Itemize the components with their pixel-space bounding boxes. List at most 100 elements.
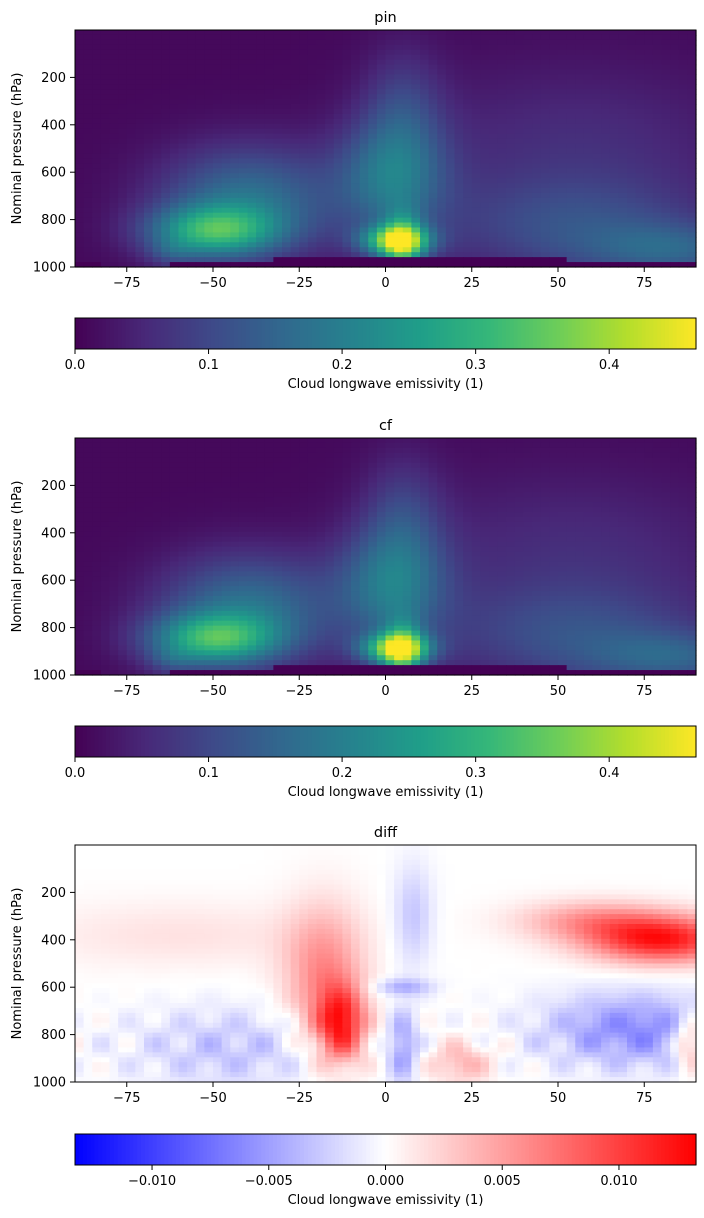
heatmap-cell bbox=[592, 104, 602, 110]
heatmap-cell bbox=[282, 163, 292, 169]
heatmap-cell bbox=[402, 148, 412, 155]
heatmap-cell bbox=[368, 232, 378, 238]
heatmap-cell bbox=[238, 128, 249, 135]
heatmap-cell bbox=[238, 74, 249, 80]
heatmap-cell bbox=[144, 94, 154, 100]
heatmap-cell bbox=[437, 74, 447, 80]
heatmap-cell bbox=[92, 487, 102, 493]
heatmap-cell bbox=[445, 222, 456, 229]
heatmap-cell bbox=[618, 188, 628, 194]
heatmap-cell bbox=[549, 492, 559, 498]
heatmap-cell bbox=[187, 517, 197, 523]
heatmap-cell bbox=[273, 173, 283, 179]
heatmap-cell bbox=[264, 442, 274, 449]
heatmap-cell bbox=[575, 482, 585, 488]
heatmap-cell bbox=[230, 64, 240, 71]
heatmap-cell bbox=[75, 183, 85, 189]
heatmap-cell bbox=[195, 442, 205, 449]
heatmap-cell bbox=[161, 118, 171, 125]
heatmap-cell bbox=[644, 163, 654, 169]
heatmap-cell bbox=[264, 452, 274, 459]
heatmap-cell bbox=[420, 79, 430, 85]
heatmap-cell bbox=[445, 517, 456, 523]
heatmap-cell bbox=[437, 148, 447, 155]
heatmap-cell bbox=[75, 521, 85, 528]
heatmap-cell bbox=[307, 217, 318, 224]
colorbar-segment bbox=[560, 318, 565, 349]
heatmap-cell bbox=[221, 227, 231, 234]
heatmap-cell bbox=[523, 59, 533, 66]
heatmap-cell bbox=[463, 168, 473, 174]
heatmap-cell bbox=[592, 237, 602, 243]
heatmap-cell bbox=[428, 512, 438, 518]
heatmap-cell bbox=[437, 178, 447, 184]
heatmap-cell bbox=[273, 89, 283, 95]
heatmap-cell bbox=[428, 482, 438, 488]
heatmap-cell bbox=[230, 158, 240, 164]
heatmap-cell bbox=[264, 163, 274, 169]
heatmap-cell bbox=[480, 143, 490, 150]
heatmap-cell bbox=[549, 197, 559, 204]
heatmap-cell bbox=[670, 242, 680, 248]
heatmap-cell bbox=[540, 202, 550, 209]
heatmap-cell bbox=[661, 133, 671, 140]
heatmap-cell bbox=[264, 252, 274, 258]
heatmap-cell bbox=[644, 168, 654, 174]
heatmap-cell bbox=[428, 133, 438, 140]
heatmap-cell bbox=[411, 143, 421, 150]
heatmap-cell bbox=[342, 168, 352, 174]
heatmap-cell bbox=[221, 452, 231, 459]
heatmap-cell bbox=[583, 79, 594, 85]
heatmap-cell bbox=[454, 168, 464, 174]
heatmap-cell bbox=[230, 462, 240, 469]
heatmap-cell bbox=[420, 507, 430, 513]
heatmap-cell bbox=[420, 232, 430, 238]
heatmap-cell bbox=[480, 462, 490, 469]
heatmap-cell bbox=[652, 457, 663, 464]
heatmap-cell bbox=[420, 153, 430, 159]
heatmap-cell bbox=[316, 188, 326, 194]
heatmap-cell bbox=[299, 472, 309, 479]
heatmap-cell bbox=[75, 517, 85, 523]
heatmap-cell bbox=[169, 197, 180, 204]
heatmap-cell bbox=[627, 59, 637, 66]
heatmap-cell bbox=[230, 123, 240, 130]
heatmap-cell bbox=[601, 467, 611, 474]
heatmap-cell bbox=[497, 54, 507, 61]
heatmap-cell bbox=[333, 143, 343, 150]
heatmap-cell bbox=[109, 54, 119, 61]
heatmap-cell bbox=[273, 457, 283, 464]
heatmap-cell bbox=[609, 30, 619, 36]
heatmap-cell bbox=[385, 89, 395, 95]
heatmap-cell bbox=[368, 237, 378, 243]
heatmap-cell bbox=[92, 109, 102, 115]
heatmap-cell bbox=[670, 64, 680, 71]
heatmap-cell bbox=[204, 462, 214, 469]
heatmap-cell bbox=[609, 94, 619, 100]
heatmap-cell bbox=[437, 512, 447, 518]
heatmap-cell bbox=[178, 188, 188, 194]
heatmap-cell bbox=[420, 247, 430, 253]
heatmap-cell bbox=[394, 212, 404, 219]
heatmap-cell bbox=[627, 163, 637, 169]
heatmap-cell bbox=[75, 54, 85, 61]
heatmap-cell bbox=[376, 207, 387, 214]
heatmap-cell bbox=[238, 30, 249, 36]
colorbar-segment bbox=[641, 318, 647, 349]
heatmap-cell bbox=[428, 54, 438, 61]
heatmap-cell bbox=[670, 133, 680, 140]
heatmap-cell bbox=[316, 163, 326, 169]
heatmap-cell bbox=[670, 462, 680, 469]
heatmap-cell bbox=[385, 133, 395, 140]
heatmap-cell bbox=[385, 526, 395, 533]
heatmap-cell bbox=[583, 54, 594, 61]
heatmap-cell bbox=[428, 49, 438, 56]
heatmap-cell bbox=[256, 143, 266, 150]
heatmap-cell bbox=[264, 183, 274, 189]
heatmap-cell bbox=[247, 64, 257, 71]
heatmap-cell bbox=[100, 257, 111, 263]
heatmap-cell bbox=[359, 188, 369, 194]
heatmap-cell bbox=[627, 49, 637, 56]
heatmap-cell bbox=[385, 262, 395, 268]
heatmap-cell bbox=[506, 242, 516, 248]
